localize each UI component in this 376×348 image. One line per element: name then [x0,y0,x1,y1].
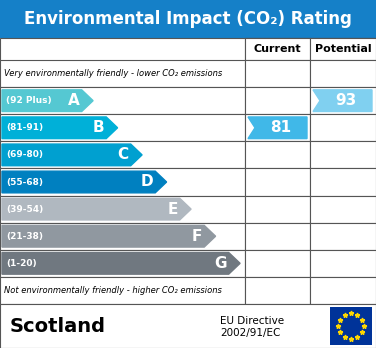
Text: D: D [141,174,153,190]
Bar [245,223,310,250]
Bar [310,114,376,141]
Polygon shape [2,144,142,166]
Bar [245,277,310,304]
Bar [310,87,376,114]
Text: Current: Current [254,44,301,54]
Text: G: G [214,256,227,271]
Bar [245,250,310,277]
Bar [0,60,245,87]
Polygon shape [2,171,167,193]
Bar [310,223,376,250]
Polygon shape [2,90,93,111]
Bar [310,141,376,168]
Text: Not environmentally friendly - higher CO₂ emissions: Not environmentally friendly - higher CO… [4,286,222,295]
Bar [310,60,376,87]
Bar [310,277,376,304]
Polygon shape [2,253,240,274]
Text: (92 Plus): (92 Plus) [6,96,52,105]
Bar [245,38,376,60]
Polygon shape [2,198,191,220]
Text: (55-68): (55-68) [6,177,43,187]
Bar [0,250,245,277]
Bar [0,0,376,38]
Bar [0,196,245,223]
Bar [245,168,310,196]
Bar [245,114,310,141]
Text: B: B [92,120,104,135]
Text: Environmental Impact (CO₂) Rating: Environmental Impact (CO₂) Rating [24,10,352,28]
Text: C: C [118,148,129,163]
Bar [245,87,310,114]
Text: 2002/91/EC: 2002/91/EC [220,328,280,338]
Text: A: A [68,93,80,108]
Bar [0,168,245,196]
Bar [0,114,245,141]
Polygon shape [2,226,215,247]
Polygon shape [2,117,118,139]
Text: (81-91): (81-91) [6,123,43,132]
Text: 93: 93 [335,93,356,108]
Text: (39-54): (39-54) [6,205,43,214]
Polygon shape [313,90,372,111]
Bar [310,38,376,60]
Bar [310,196,376,223]
Bar [245,196,310,223]
Bar [0,223,245,250]
Text: Very environmentally friendly - lower CO₂ emissions: Very environmentally friendly - lower CO… [4,69,222,78]
Bar [0,304,376,348]
Bar [0,141,245,168]
Bar [310,168,376,196]
Text: 81: 81 [270,120,291,135]
Text: EU Directive: EU Directive [220,316,284,326]
Bar [245,141,310,168]
Text: E: E [167,201,178,216]
Bar [0,87,245,114]
Polygon shape [248,117,307,139]
Bar [0,38,376,304]
Bar [330,307,372,345]
Bar [245,60,310,87]
Text: (21-38): (21-38) [6,232,43,241]
Bar [245,38,310,60]
Text: F: F [192,229,202,244]
Text: (69-80): (69-80) [6,150,43,159]
Bar [310,250,376,277]
Text: Scotland: Scotland [10,316,106,335]
Bar [0,277,245,304]
Text: (1-20): (1-20) [6,259,36,268]
Text: Potential: Potential [315,44,371,54]
